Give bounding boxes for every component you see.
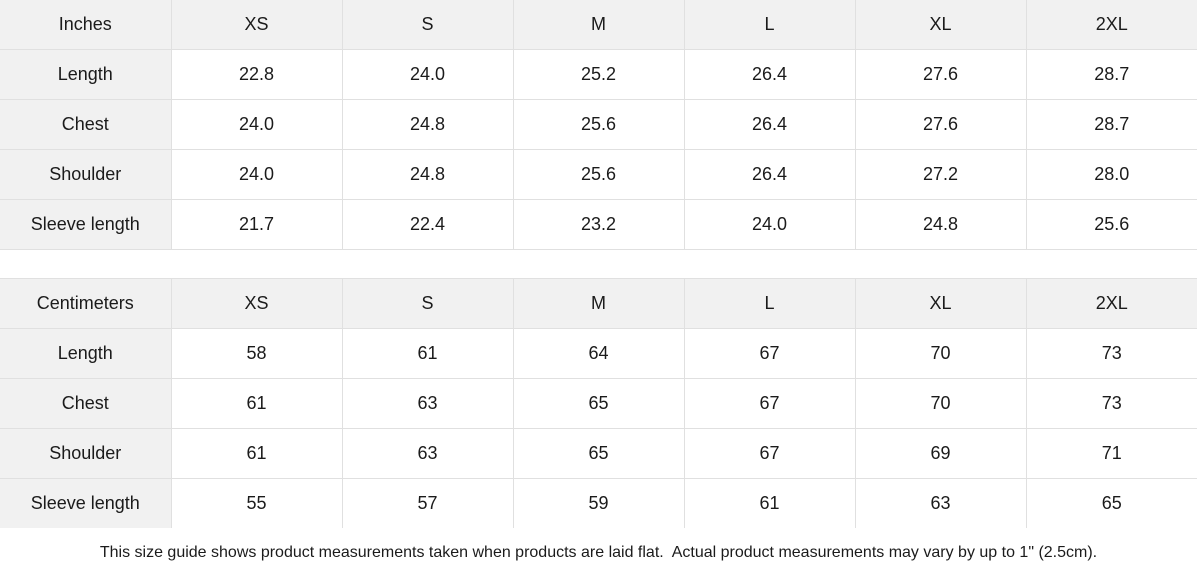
row-label: Shoulder bbox=[0, 428, 172, 479]
row-label: Length bbox=[0, 49, 172, 100]
spacer-cell bbox=[0, 249, 1197, 279]
data-row: Shoulder 24.0 24.8 25.6 26.4 27.2 28.0 bbox=[0, 149, 1197, 200]
measurement-cell: 26.4 bbox=[683, 49, 856, 100]
size-guide-table: Inches XS S M L XL 2XL Length 22.8 24.0 25.2 26.4 27… bbox=[0, 0, 1197, 529]
measurement-cell: 24.0 bbox=[341, 49, 514, 100]
measurement-cell: 64 bbox=[512, 328, 685, 379]
measurement-cell: 63 bbox=[854, 478, 1027, 529]
measurement-cell: 69 bbox=[854, 428, 1027, 479]
measurement-cell: 55 bbox=[170, 478, 343, 529]
measurement-cell: 67 bbox=[683, 328, 856, 379]
measurement-cell: 28.0 bbox=[1025, 149, 1197, 200]
data-row: Sleeve length 21.7 22.4 23.2 24.0 24.8 25.6 bbox=[0, 199, 1197, 250]
measurement-cell: 25.6 bbox=[512, 99, 685, 150]
size-header: XL bbox=[854, 278, 1027, 329]
measurement-cell: 58 bbox=[170, 328, 343, 379]
measurement-cell: 21.7 bbox=[170, 199, 343, 250]
measurement-cell: 25.2 bbox=[512, 49, 685, 100]
measurement-cell: 24.0 bbox=[170, 149, 343, 200]
measurement-cell: 73 bbox=[1025, 328, 1197, 379]
size-header: 2XL bbox=[1025, 278, 1197, 329]
measurement-cell: 22.8 bbox=[170, 49, 343, 100]
data-row: Length 58 61 64 67 70 73 bbox=[0, 328, 1197, 379]
measurement-cell: 73 bbox=[1025, 378, 1197, 429]
unit-header: Inches bbox=[0, 0, 172, 50]
measurement-cell: 63 bbox=[341, 428, 514, 479]
data-row: Sleeve length 55 57 59 61 63 65 bbox=[0, 478, 1197, 529]
data-row: Chest 24.0 24.8 25.6 26.4 27.6 28.7 bbox=[0, 99, 1197, 150]
measurement-cell: 28.7 bbox=[1025, 99, 1197, 150]
data-row: Length 22.8 24.0 25.2 26.4 27.6 28.7 bbox=[0, 49, 1197, 100]
measurement-cell: 28.7 bbox=[1025, 49, 1197, 100]
measurement-cell: 61 bbox=[683, 478, 856, 529]
size-guide-disclaimer: This size guide shows product measuremen… bbox=[0, 528, 1197, 578]
row-label: Sleeve length bbox=[0, 478, 172, 529]
measurement-cell: 59 bbox=[512, 478, 685, 529]
header-row: Inches XS S M L XL 2XL bbox=[0, 0, 1197, 50]
row-label: Sleeve length bbox=[0, 199, 172, 250]
measurement-cell: 61 bbox=[341, 328, 514, 379]
row-label: Shoulder bbox=[0, 149, 172, 200]
size-header: XL bbox=[854, 0, 1027, 50]
size-header: M bbox=[512, 0, 685, 50]
measurement-cell: 70 bbox=[854, 328, 1027, 379]
measurement-cell: 24.8 bbox=[341, 149, 514, 200]
unit-header: Centimeters bbox=[0, 278, 172, 329]
measurement-cell: 57 bbox=[341, 478, 514, 529]
measurement-cell: 25.6 bbox=[1025, 199, 1197, 250]
measurement-cell: 25.6 bbox=[512, 149, 685, 200]
measurement-cell: 65 bbox=[512, 428, 685, 479]
size-header: XS bbox=[170, 0, 343, 50]
measurement-cell: 24.0 bbox=[170, 99, 343, 150]
measurement-cell: 65 bbox=[512, 378, 685, 429]
size-guide-table-body: Inches XS S M L XL 2XL Length 22.8 24.0 25.2 26.4 27… bbox=[0, 0, 1197, 529]
size-header: L bbox=[683, 278, 856, 329]
measurement-cell: 24.8 bbox=[341, 99, 514, 150]
data-row: Shoulder 61 63 65 67 69 71 bbox=[0, 428, 1197, 479]
spacer-row bbox=[0, 249, 1197, 279]
measurement-cell: 26.4 bbox=[683, 149, 856, 200]
measurement-cell: 63 bbox=[341, 378, 514, 429]
size-header: S bbox=[341, 0, 514, 50]
size-header: 2XL bbox=[1025, 0, 1197, 50]
measurement-cell: 24.0 bbox=[683, 199, 856, 250]
measurement-cell: 26.4 bbox=[683, 99, 856, 150]
measurement-cell: 70 bbox=[854, 378, 1027, 429]
measurement-cell: 67 bbox=[683, 428, 856, 479]
measurement-cell: 22.4 bbox=[341, 199, 514, 250]
size-header: M bbox=[512, 278, 685, 329]
data-row: Chest 61 63 65 67 70 73 bbox=[0, 378, 1197, 429]
measurement-cell: 67 bbox=[683, 378, 856, 429]
row-label: Chest bbox=[0, 99, 172, 150]
measurement-cell: 61 bbox=[170, 428, 343, 479]
size-header: S bbox=[341, 278, 514, 329]
measurement-cell: 24.8 bbox=[854, 199, 1027, 250]
measurement-cell: 27.6 bbox=[854, 99, 1027, 150]
measurement-cell: 65 bbox=[1025, 478, 1197, 529]
size-header: L bbox=[683, 0, 856, 50]
measurement-cell: 71 bbox=[1025, 428, 1197, 479]
measurement-cell: 61 bbox=[170, 378, 343, 429]
row-label: Chest bbox=[0, 378, 172, 429]
measurement-cell: 27.6 bbox=[854, 49, 1027, 100]
header-row: Centimeters XS S M L XL 2XL bbox=[0, 278, 1197, 329]
row-label: Length bbox=[0, 328, 172, 379]
measurement-cell: 27.2 bbox=[854, 149, 1027, 200]
size-header: XS bbox=[170, 278, 343, 329]
measurement-cell: 23.2 bbox=[512, 199, 685, 250]
